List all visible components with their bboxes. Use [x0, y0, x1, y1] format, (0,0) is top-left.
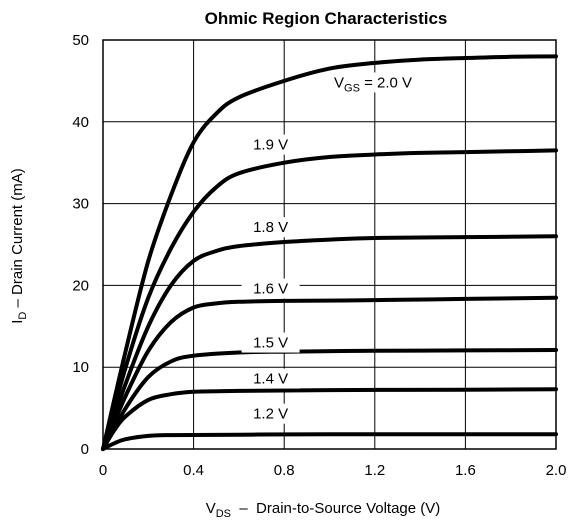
x-axis-label: VDS – Drain-to-Source Voltage (V)	[206, 500, 441, 520]
curve-1-5-v	[101, 348, 558, 451]
curve-label-background	[241, 403, 300, 424]
x-tick-label: 0	[99, 462, 107, 479]
y-tick-label: 40	[72, 114, 89, 131]
x-tick-label: 0.4	[183, 462, 204, 479]
curve-1-2-v	[101, 432, 558, 451]
curve-label-background	[328, 72, 449, 93]
y-axis-label: ID – Drain Current (mA)	[9, 168, 29, 324]
y-tick-label: 50	[72, 32, 89, 49]
curve-label-1-8-v: 1.8 V	[253, 219, 288, 236]
curve-label-background	[241, 134, 300, 155]
y-tick-label: 10	[72, 359, 89, 376]
curve-1-6-v	[101, 295, 558, 451]
curve-labels: VGS = 2.0 V 1.9 V 1.8 V 1.6 V 1.5 V 1.4 V 1.2 …	[241, 72, 449, 424]
curve-label-1-9-v: 1.9 V	[253, 137, 288, 154]
curve-label-1-5-v: 1.5 V	[253, 335, 288, 352]
curve-label-v-gs-2-0-v: VGS = 2.0 V	[334, 74, 412, 94]
tick-labels: 0 0.4 0.8 1.2 1.6 2.0 0 10 20 30 40 50	[72, 32, 566, 479]
curve-1-4-v	[101, 387, 558, 451]
curve-v-gs-2-0-v	[101, 54, 558, 451]
curve-label-background	[241, 278, 300, 299]
curve-label-1-6-v: 1.6 V	[253, 281, 288, 298]
curve-label-background	[241, 368, 300, 389]
x-tick-label: 1.6	[455, 462, 476, 479]
curve-1-9-v	[101, 148, 558, 451]
x-tick-label: 2.0	[546, 462, 567, 479]
curve-1-8-v	[101, 234, 558, 451]
curves	[101, 54, 558, 451]
y-tick-label: 0	[81, 441, 89, 458]
curve-label-1-4-v: 1.4 V	[253, 371, 288, 388]
plot-frame	[102, 39, 557, 450]
x-tick-label: 0.8	[274, 462, 295, 479]
y-tick-label: 30	[72, 196, 89, 213]
x-tick-label: 1.2	[364, 462, 385, 479]
curve-label-background	[241, 217, 300, 238]
y-tick-label: 20	[72, 277, 89, 294]
curve-label-background	[241, 332, 300, 353]
curve-label-1-2-v: 1.2 V	[253, 406, 288, 423]
chart-title: Ohmic Region Characteristics	[205, 9, 448, 28]
